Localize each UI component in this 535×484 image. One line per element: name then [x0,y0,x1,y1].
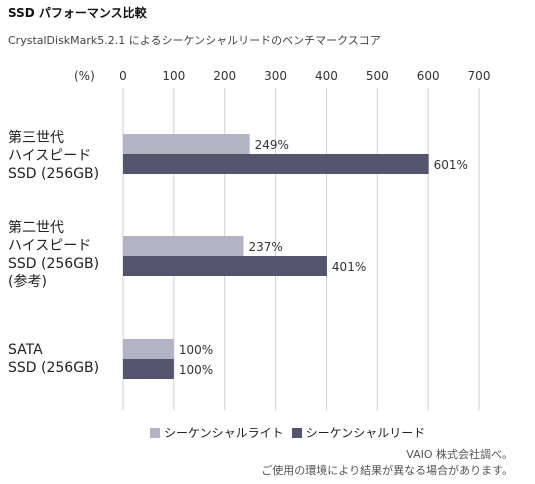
data-label: 100% [179,363,213,377]
x-tick-label: 300 [264,69,287,83]
legend-item-read: シーケンシャルリード [291,424,426,441]
x-tick-label: 500 [366,69,389,83]
legend: シーケンシャルライト シーケンシャルリード [150,424,433,441]
disclaimer-note: ご使用の環境により結果が異なる場合があります。 [261,464,513,477]
x-unit-label: (%) [74,69,95,83]
bar-read [123,154,429,174]
chart-subtitle: CrystalDiskMark5.2.1 によるシーケンシャルリードのベンチマー… [8,34,381,47]
bar-write [123,236,244,256]
category-label: SATA SSD (256GB) [8,341,99,377]
x-tick-label: 100 [162,69,185,83]
bar-read [123,256,327,276]
data-label: 100% [179,343,213,357]
category-label-line: ハイスピード [8,148,92,164]
data-label: 401% [332,260,366,274]
x-tick-label: 0 [119,69,127,83]
x-tick-label: 400 [315,69,338,83]
x-tick-label: 600 [417,69,440,83]
data-label: 237% [249,240,283,254]
legend-swatch-write [150,427,160,438]
category-label: 第二世代ハイスピード SSD (256GB) (参考) [8,219,99,291]
category-label-line: 第二世代 [8,220,64,236]
data-label: 601% [434,158,468,172]
bar-write [123,339,174,359]
category-label: 第三世代ハイスピード SSD (256GB) [8,129,99,183]
category-label-line: ハイスピード [8,238,92,254]
source-note: VAIO 株式会社調べ。 [406,448,513,461]
chart-title: SSD パフォーマンス比較 [8,6,147,20]
category-label-line: 第三世代 [8,130,64,146]
legend-label-write: シーケンシャルライト [164,426,284,440]
legend-label-read: シーケンシャルリード [305,426,426,440]
bar-read [123,359,174,379]
category-label-line: SSD (256GB) [8,360,100,376]
x-tick-label: 200 [213,69,236,83]
x-tick-label: 700 [468,69,491,83]
category-label-line: SSD (256GB) [8,256,100,272]
data-label: 249% [255,138,289,152]
bar-write [123,134,250,154]
category-label-line: SSD (256GB) [8,166,100,182]
category-label-line: SATA [8,342,43,358]
category-label-line: (参考) [8,274,47,290]
legend-item-write: シーケンシャルライト [150,424,284,441]
legend-swatch-read [291,427,302,438]
